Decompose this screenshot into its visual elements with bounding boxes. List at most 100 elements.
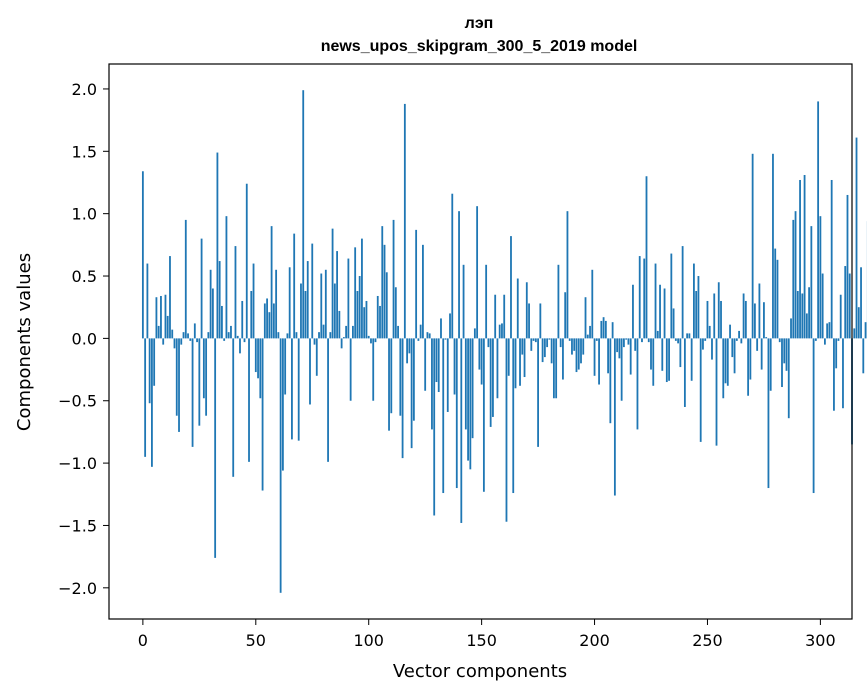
bar-36 <box>223 338 226 341</box>
bar-137 <box>451 193 454 339</box>
bar-309 <box>839 294 842 339</box>
bar-172 <box>530 338 533 351</box>
bar-179 <box>546 338 549 348</box>
bar-72 <box>304 290 307 339</box>
bar-210 <box>616 338 619 353</box>
bar-160 <box>503 294 506 339</box>
bar-122 <box>417 338 420 341</box>
bar-129 <box>433 338 436 516</box>
bar-188 <box>566 211 569 339</box>
bar-73 <box>306 261 309 339</box>
bar-39 <box>230 325 232 339</box>
bar-167 <box>519 338 521 386</box>
bar-295 <box>808 287 810 339</box>
bar-222 <box>643 258 646 339</box>
bar-280 <box>774 248 777 339</box>
bar-307 <box>835 338 838 369</box>
bar-9 <box>162 338 165 345</box>
x-tick-label: 100 <box>353 631 384 650</box>
bar-254 <box>715 338 718 446</box>
bar-296 <box>810 226 813 339</box>
bar-218 <box>634 338 637 351</box>
bar-75 <box>311 243 314 339</box>
bar-163 <box>510 236 512 339</box>
bar-29 <box>207 332 210 339</box>
bar-166 <box>516 278 519 339</box>
bar-185 <box>559 338 562 348</box>
bar-34 <box>218 261 221 339</box>
bar-12 <box>169 256 171 339</box>
bar-97 <box>361 238 363 339</box>
bar-7 <box>157 325 160 339</box>
bar-50 <box>254 338 257 373</box>
bar-74 <box>309 338 311 405</box>
bar-248 <box>702 338 704 350</box>
bar-13 <box>171 329 174 339</box>
bar-142 <box>462 264 465 339</box>
bar-111 <box>392 219 395 339</box>
bar-19 <box>184 219 187 339</box>
bar-288 <box>792 219 795 339</box>
bar-117 <box>406 338 409 364</box>
bar-282 <box>778 338 781 343</box>
bar-213 <box>623 338 625 348</box>
bar-276 <box>765 337 768 339</box>
bar-271 <box>753 303 756 339</box>
bar-304 <box>828 322 831 339</box>
bar-18 <box>182 332 185 339</box>
bar-228 <box>656 330 659 339</box>
bar-224 <box>647 338 650 343</box>
x-tick-label: 200 <box>579 631 610 650</box>
bar-214 <box>625 338 628 340</box>
bar-67 <box>293 233 296 339</box>
bar-229 <box>659 284 661 339</box>
bar-204 <box>602 317 605 339</box>
bar-156 <box>494 294 497 339</box>
x-tick-label: 150 <box>466 631 497 650</box>
bar-52 <box>259 338 262 399</box>
bar-230 <box>661 338 664 371</box>
bar-264 <box>738 330 740 339</box>
bar-269 <box>749 338 752 380</box>
bar-106 <box>381 226 384 339</box>
bar-113 <box>397 325 399 339</box>
bar-93 <box>352 325 354 339</box>
bar-104 <box>376 295 379 339</box>
bar-238 <box>679 338 682 368</box>
bar-23 <box>193 323 196 339</box>
bar-150 <box>480 338 483 385</box>
bar-201 <box>595 338 598 341</box>
bar-207 <box>609 338 612 424</box>
bar-20 <box>187 333 189 339</box>
bar-206 <box>607 338 609 374</box>
bar-182 <box>552 338 555 399</box>
bar-125 <box>424 338 427 391</box>
bar-253 <box>713 293 716 339</box>
x-axis-ticks: 0 50 100 150 200 250 300 <box>138 619 836 650</box>
bar-198 <box>589 325 591 339</box>
bar-128 <box>431 338 433 430</box>
bar-119 <box>410 338 413 449</box>
bar-8 <box>160 295 162 339</box>
bar-35 <box>221 305 223 339</box>
bar-223 <box>645 176 648 339</box>
bar-164 <box>512 338 515 494</box>
y-tick-label: 0.0 <box>72 329 97 348</box>
bar-225 <box>650 338 652 370</box>
bar-89 <box>342 337 345 339</box>
bar-133 <box>442 338 445 494</box>
bar-170 <box>525 282 528 339</box>
bar-31 <box>211 288 214 339</box>
bar-249 <box>704 338 707 341</box>
bar-108 <box>385 272 388 339</box>
bar-83 <box>329 332 332 339</box>
bar-143 <box>464 338 467 430</box>
bar-300 <box>819 216 822 339</box>
bar-56 <box>268 312 271 339</box>
bar-57 <box>270 226 273 339</box>
bar-235 <box>672 308 675 339</box>
bar-96 <box>358 276 361 339</box>
bar-265 <box>740 338 743 344</box>
bar-70 <box>300 283 302 339</box>
bar-259 <box>726 338 729 386</box>
